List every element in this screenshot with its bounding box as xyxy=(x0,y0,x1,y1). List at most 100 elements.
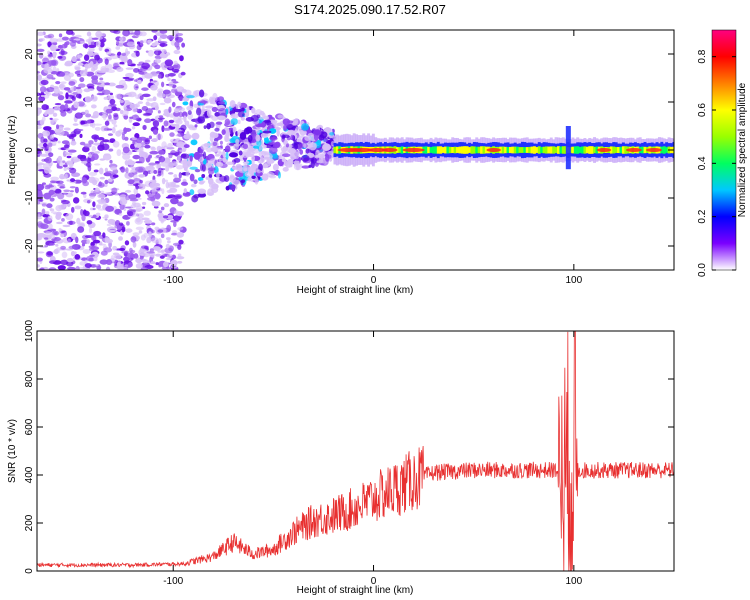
heatmap-cell xyxy=(194,169,201,173)
heatmap-cell xyxy=(123,127,128,134)
heatmap-cell xyxy=(225,151,229,160)
heatmap-cell xyxy=(199,100,208,104)
heatmap-cell xyxy=(172,215,182,222)
heatmap-cell xyxy=(81,214,86,222)
heatmap-cell xyxy=(434,146,438,154)
heatmap-cell xyxy=(142,93,151,98)
heatmap-cell xyxy=(77,154,84,159)
heatmap-cell xyxy=(104,63,113,71)
heatmap-cell xyxy=(472,146,476,154)
heatmap-cell xyxy=(90,104,97,109)
heatmap-cell xyxy=(74,34,82,38)
heatmap-cell xyxy=(573,146,577,154)
heatmap-cell xyxy=(104,82,111,86)
heatmap-cell xyxy=(74,112,83,119)
heatmap-cell xyxy=(82,43,89,48)
heatmap-cell xyxy=(92,201,96,208)
heatmap-cell xyxy=(147,196,156,201)
heatmap-cell xyxy=(37,71,41,74)
heatmap-cell xyxy=(89,254,95,257)
snr-x-label: Height of straight line (km) xyxy=(297,585,414,596)
heatmap-cell xyxy=(260,132,269,138)
heatmap-cell xyxy=(109,103,117,107)
heatmap-cell xyxy=(133,188,139,195)
heatmap-cell xyxy=(37,108,42,115)
heatmap-cell xyxy=(107,218,116,225)
heatmap-cell xyxy=(197,192,207,198)
heatmap-cell xyxy=(106,223,112,227)
heatmap-cell xyxy=(281,158,287,163)
heatmap-cell xyxy=(157,250,163,253)
heatmap-cell xyxy=(208,96,214,104)
x-tick-label: 0 xyxy=(371,576,377,587)
heatmap-cell xyxy=(65,92,69,100)
heatmap-cell xyxy=(197,116,206,124)
heatmap-cell xyxy=(183,167,188,171)
heatmap-cell xyxy=(43,166,50,174)
heatmap-cell xyxy=(167,183,176,189)
heatmap-cell xyxy=(254,176,259,185)
heatmap-cell xyxy=(103,96,108,100)
heatmap-cell xyxy=(152,129,159,135)
heatmap-cell xyxy=(142,124,147,131)
heatmap-cell xyxy=(65,148,70,151)
heatmap-cell xyxy=(57,44,63,49)
heatmap-cell xyxy=(150,84,158,91)
heatmap-cell xyxy=(229,100,236,108)
heatmap-cell xyxy=(50,71,58,75)
heatmap-cell xyxy=(207,167,216,171)
heatmap-cell xyxy=(119,198,128,205)
heatmap-cell xyxy=(133,83,139,91)
heatmap-cell xyxy=(68,81,76,86)
heatmap-cell xyxy=(513,146,517,154)
heatmap-cell xyxy=(91,153,99,161)
heatmap-cell xyxy=(170,197,179,205)
heatmap-cell xyxy=(238,176,243,181)
heatmap-cell xyxy=(79,77,85,83)
heatmap-cell xyxy=(201,103,205,111)
heatmap-cell xyxy=(293,163,302,171)
heatmap-cell xyxy=(103,247,113,253)
heatmap-cell xyxy=(313,129,322,136)
heatmap-cell xyxy=(86,119,91,124)
heatmap-cell xyxy=(171,88,178,94)
heatmap-cell xyxy=(139,40,144,44)
heatmap-cell xyxy=(159,42,168,47)
snr-y-ticks: 0 200 400 600 800 1000 xyxy=(24,319,674,574)
heatmap-cell xyxy=(160,233,165,239)
heatmap-cell xyxy=(78,222,85,226)
heatmap-cell xyxy=(118,222,124,226)
heatmap-cell xyxy=(475,146,479,154)
heatmap-cell xyxy=(619,146,623,154)
heatmap-cell xyxy=(112,245,118,251)
heatmap-cell xyxy=(128,172,135,178)
heatmap-cell xyxy=(140,267,148,270)
heatmap-cell xyxy=(224,134,229,142)
heatmap-cell xyxy=(256,169,261,174)
heatmap-cell xyxy=(162,215,169,219)
heatmap-cell xyxy=(92,239,101,244)
heatmap-cell xyxy=(105,205,115,212)
heatmap-cell xyxy=(190,183,197,188)
heatmap-cell xyxy=(262,156,270,160)
heatmap-cell xyxy=(108,114,112,121)
heatmap-cell xyxy=(49,208,55,212)
heatmap-cell xyxy=(89,60,94,68)
heatmap-cell xyxy=(617,146,621,154)
heatmap-cell xyxy=(86,161,92,168)
heatmap-cell xyxy=(110,54,119,60)
heatmap-cell xyxy=(211,183,219,190)
heatmap-cell xyxy=(170,232,178,236)
heatmap-cell xyxy=(68,72,75,78)
heatmap-cell xyxy=(166,189,173,194)
heatmap-cell xyxy=(166,224,172,232)
heatmap-cell xyxy=(289,163,293,168)
heatmap-cell xyxy=(146,236,152,244)
heatmap-cell xyxy=(153,169,158,175)
heatmap-cell xyxy=(98,243,107,246)
heatmap-cell xyxy=(78,40,86,44)
heatmap-cell xyxy=(621,146,625,154)
heatmap-cell xyxy=(168,119,175,124)
heatmap-cell xyxy=(107,229,117,233)
heatmap-cell xyxy=(37,214,41,218)
